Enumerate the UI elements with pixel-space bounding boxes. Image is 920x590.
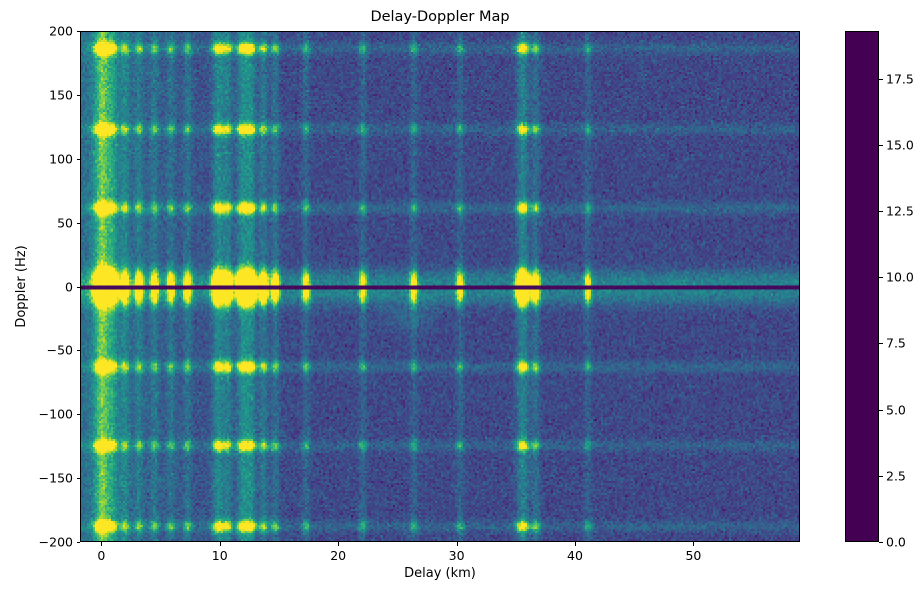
x-tick-label: 0 xyxy=(97,548,106,563)
colorbar-tick-mark xyxy=(879,277,883,279)
y-axis-label: Doppler (Hz) xyxy=(14,245,29,328)
colorbar-tick-mark xyxy=(879,343,883,345)
x-tick-mark xyxy=(219,542,221,546)
x-tick-mark xyxy=(101,542,103,546)
colorbar-tick-label: 7.5 xyxy=(886,335,906,351)
x-tick-mark xyxy=(456,542,458,546)
y-tick-mark xyxy=(76,542,80,543)
colorbar-tick-label: 10.0 xyxy=(886,269,914,285)
y-tick-mark xyxy=(76,414,80,416)
y-tick-mark xyxy=(76,286,80,288)
colorbar-tick-label: 0.0 xyxy=(886,534,906,550)
y-tick-mark xyxy=(76,222,80,224)
y-tick-label: 200 xyxy=(49,23,73,39)
colorbar-gradient xyxy=(846,32,878,541)
y-tick-label: −200 xyxy=(38,534,73,550)
x-tick-label: 20 xyxy=(330,548,347,563)
colorbar-tick-mark xyxy=(879,78,883,80)
colorbar xyxy=(845,31,879,542)
colorbar-tick-mark xyxy=(879,144,883,146)
delay-doppler-heatmap xyxy=(80,31,800,542)
y-tick-label: 100 xyxy=(49,151,73,167)
colorbar-tick-mark xyxy=(879,542,883,543)
y-tick-label: −50 xyxy=(46,342,73,358)
colorbar-tick-label: 5.0 xyxy=(886,402,906,418)
page-title: Delay-Doppler Map xyxy=(370,9,510,25)
x-tick-label: 40 xyxy=(567,548,583,563)
y-tick-label: −150 xyxy=(38,470,73,486)
y-tick-mark xyxy=(76,350,80,352)
y-tick-mark xyxy=(76,31,80,32)
y-tick-label: 0 xyxy=(65,279,73,294)
y-tick-mark xyxy=(76,158,80,160)
colorbar-tick-mark xyxy=(879,211,883,213)
colorbar-tick-mark xyxy=(879,475,883,477)
x-tick-mark xyxy=(693,542,695,546)
y-tick-label: −100 xyxy=(38,406,73,422)
x-tick-label: 30 xyxy=(448,548,465,563)
y-tick-mark xyxy=(76,94,80,96)
colorbar-tick-label: 15.0 xyxy=(886,137,914,153)
y-tick-mark xyxy=(76,478,80,480)
y-tick-label: 50 xyxy=(57,215,73,231)
colorbar-tick-label: 2.5 xyxy=(886,468,906,484)
heatmap-image xyxy=(81,32,799,541)
x-tick-label: 50 xyxy=(685,548,702,563)
x-tick-mark xyxy=(338,542,340,546)
x-tick-mark xyxy=(575,542,576,546)
y-tick-label: 150 xyxy=(49,87,73,103)
x-axis-label: Delay (km) xyxy=(404,566,476,581)
x-tick-label: 10 xyxy=(211,548,228,563)
colorbar-tick-label: 17.5 xyxy=(886,71,914,87)
colorbar-tick-label: 12.5 xyxy=(886,203,914,219)
colorbar-tick-mark xyxy=(879,409,883,411)
